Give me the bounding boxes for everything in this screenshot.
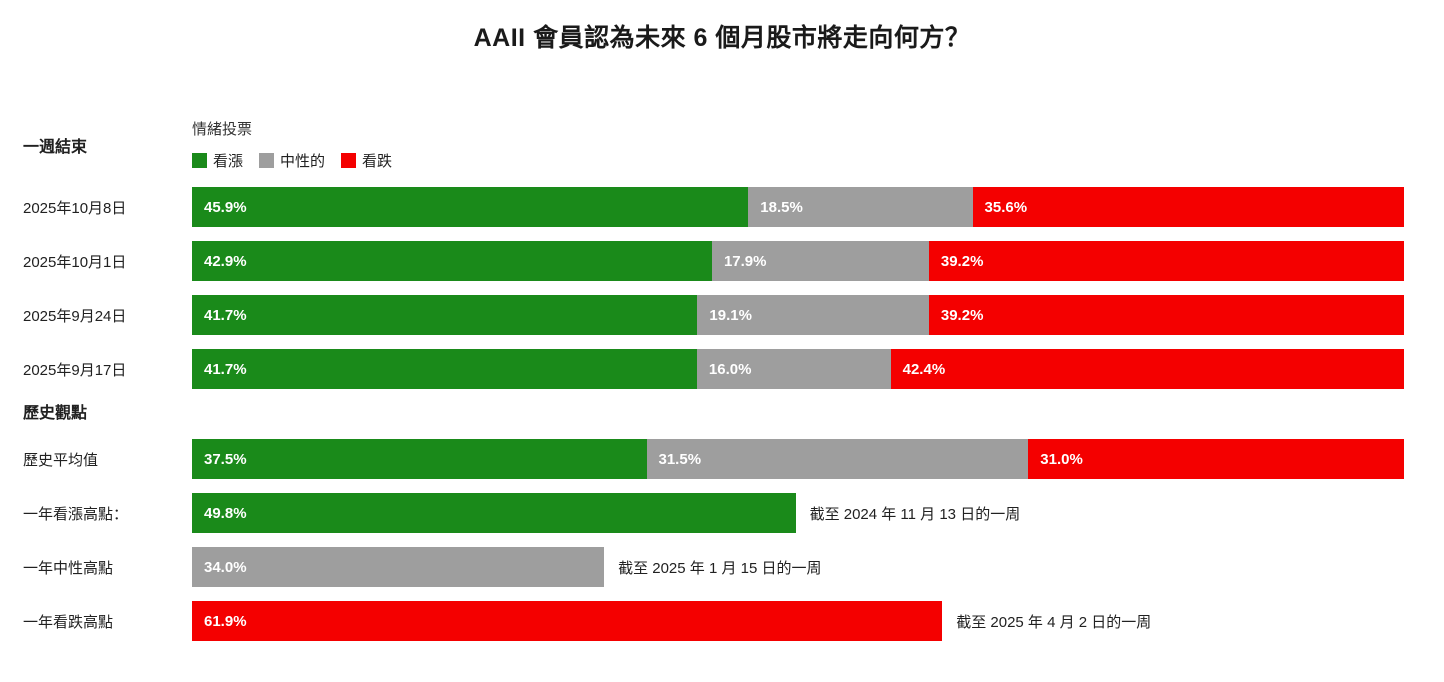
bar-segment-bearish: 42.4% <box>890 349 1404 389</box>
bar-value-label: 37.5% <box>204 450 247 468</box>
row-label: 2025年9月24日 <box>23 307 127 325</box>
bar-track: 45.9% 18.5% 35.6% <box>192 187 1404 227</box>
bar-value-label: 18.5% <box>760 198 803 216</box>
bar-segment-bearish: 39.2% <box>928 241 1404 281</box>
legend-label: 看跌 <box>362 152 393 170</box>
bar-segment-bullish: 45.9% <box>192 187 749 227</box>
chart-row: 2025年9月24日 41.7% 19.1% 39.2% <box>23 295 1444 335</box>
bar-segment-neutral: 17.9% <box>711 241 929 281</box>
legend-swatch-bullish <box>192 152 207 168</box>
bar-track: 41.7% 19.1% 39.2% <box>192 295 1404 335</box>
bar-segment-bullish: 42.9% <box>192 241 712 281</box>
bar-value-label: 34.0% <box>204 558 247 576</box>
bar-value-label: 42.4% <box>902 360 946 378</box>
bar-segment-neutral: 19.1% <box>697 295 929 335</box>
bar-value-label: 42.9% <box>204 252 247 270</box>
bar-value-label: 39.2% <box>940 306 984 324</box>
legend-items: 看漲 中性的 看跌 <box>192 149 1444 171</box>
bar-segment-bullish: 37.5% <box>192 439 647 479</box>
bar-value-label: 41.7% <box>204 306 247 324</box>
bar-annotation: 截至 2024 年 11 月 13 日的一周 <box>809 505 1021 523</box>
chart-row: 歷史平均值 37.5% 31.5% 31.0% <box>23 439 1444 479</box>
chart-row: 一年中性高點 34.0% 截至 2025 年 1 月 15 日的一周 <box>23 547 1444 587</box>
legend-swatch-neutral <box>259 152 275 168</box>
bar-value-label: 16.0% <box>708 360 752 378</box>
legend-item-neutral: 中性的 <box>259 150 325 171</box>
bar-track: 37.5% 31.5% 31.0% <box>192 439 1404 479</box>
row-label: 2025年9月17日 <box>23 361 127 379</box>
bar-track: 41.7% 16.0% 42.4% <box>192 349 1404 389</box>
legend-swatch-bearish <box>341 152 357 168</box>
bar-segment-bearish: 61.9% <box>192 601 943 641</box>
section-heading-week-ending: 一週結束 <box>23 139 88 156</box>
bar-value-label: 49.8% <box>204 504 247 522</box>
bar-annotation: 截至 2025 年 1 月 15 日的一周 <box>618 559 822 577</box>
bar-track: 42.9% 17.9% 39.2% <box>192 241 1404 281</box>
chart-row: 一年看漲高點： 49.8% 截至 2024 年 11 月 13 日的一周 <box>23 493 1444 533</box>
bar-value-label: 19.1% <box>709 306 752 324</box>
chart: 一週結束 情緒投票 看漲 中性的 看跌 2025年10月8日 45.9% 18.5% 35… <box>0 118 1444 641</box>
legend: 情緒投票 看漲 中性的 看跌 <box>192 118 1444 171</box>
bar-segment-bearish: 31.0% <box>1028 439 1404 479</box>
chart-rows: 2025年10月8日 45.9% 18.5% 35.6% 2025年10月1日 42.9%… <box>23 187 1444 641</box>
bar-track: 34.0% 截至 2025 年 1 月 15 日的一周 <box>192 547 1404 587</box>
bar-segment-bullish: 49.8% <box>192 493 796 533</box>
page-title: AAII 會員認為未來 6 個月股市將走向何方？ <box>473 24 971 52</box>
bar-segment-neutral: 34.0% <box>192 547 605 587</box>
chart-row: 一年看跌高點 61.9% 截至 2025 年 4 月 2 日的一周 <box>23 601 1444 641</box>
legend-item-bullish: 看漲 <box>192 150 243 171</box>
row-label: 2025年10月8日 <box>23 199 127 217</box>
bar-value-label: 17.9% <box>723 252 767 270</box>
legend-item-bearish: 看跌 <box>341 150 392 171</box>
legend-label: 中性的 <box>280 152 326 170</box>
bar-segment-bearish: 35.6% <box>972 187 1404 227</box>
bar-value-label: 39.2% <box>940 252 984 270</box>
bar-value-label: 41.7% <box>204 360 247 378</box>
bar-segment-neutral: 31.5% <box>646 439 1029 479</box>
bar-value-label: 45.9% <box>204 198 247 216</box>
section-heading-historical: 歷史觀點 <box>23 405 88 422</box>
row-label: 歷史平均值 <box>23 451 99 469</box>
row-label: 一年看漲高點： <box>23 505 129 523</box>
bar-track: 49.8% 截至 2024 年 11 月 13 日的一周 <box>192 493 1404 533</box>
bar-value-label: 35.6% <box>984 198 1028 216</box>
bar-segment-bullish: 41.7% <box>192 349 697 389</box>
chart-row: 2025年9月17日 41.7% 16.0% 42.4% <box>23 349 1444 389</box>
chart-row: 2025年10月8日 45.9% 18.5% 35.6% <box>23 187 1444 227</box>
bar-value-label: 61.9% <box>204 612 247 630</box>
row-label: 一年中性高點 <box>23 559 114 577</box>
bar-value-label: 31.0% <box>1040 450 1083 468</box>
bar-segment-bullish: 41.7% <box>192 295 698 335</box>
bar-value-label: 31.5% <box>658 450 702 468</box>
legend-title: 情緒投票 <box>192 121 253 138</box>
legend-label: 看漲 <box>213 152 244 170</box>
row-label: 一年看跌高點 <box>23 613 114 631</box>
bar-segment-bearish: 39.2% <box>928 295 1404 335</box>
row-label: 2025年10月1日 <box>23 253 127 271</box>
chart-header: 一週結束 情緒投票 看漲 中性的 看跌 <box>23 118 1444 171</box>
bar-track: 61.9% 截至 2025 年 4 月 2 日的一周 <box>192 601 1404 641</box>
bar-annotation: 截至 2025 年 4 月 2 日的一周 <box>956 613 1152 631</box>
bar-segment-neutral: 16.0% <box>696 349 891 389</box>
chart-row: 2025年10月1日 42.9% 17.9% 39.2% <box>23 241 1444 281</box>
bar-segment-neutral: 18.5% <box>748 187 973 227</box>
